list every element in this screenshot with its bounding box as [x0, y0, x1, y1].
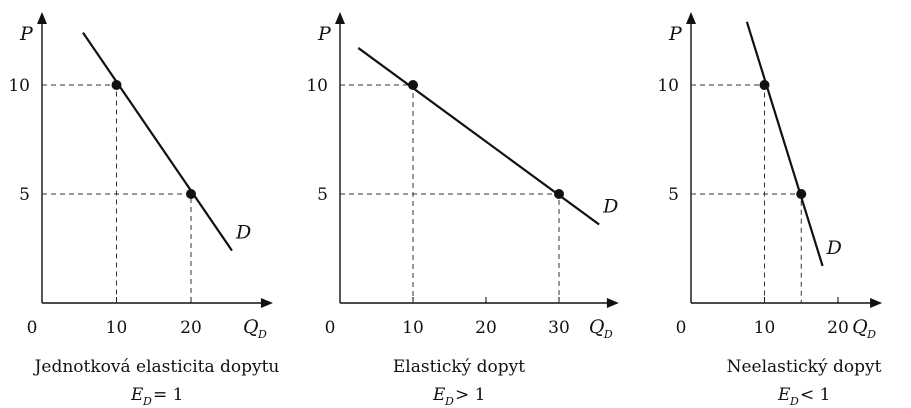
x-tick-label: 10 [106, 318, 128, 338]
x-axis-arrowhead [606, 298, 619, 308]
x-tick-label: 10 [402, 318, 424, 338]
elasticity-formula: E D = 1 [130, 385, 183, 408]
formula-symbol: E [777, 385, 791, 405]
x-axis-title-subscript: D [257, 328, 267, 341]
y-axis-arrowhead [37, 12, 47, 24]
formula-subscript: D [444, 395, 454, 408]
demand-curve [357, 47, 600, 226]
formula-relation: < 1 [800, 385, 830, 405]
y-tick-label: 5 [317, 185, 328, 205]
elasticity-formula: E D < 1 [777, 385, 830, 408]
data-point [554, 189, 564, 199]
y-axis-title: P [668, 23, 683, 45]
demand-curve [82, 32, 233, 252]
y-axis-title: P [317, 23, 332, 45]
panel-caption: Jednotková elasticita dopytu [33, 357, 280, 377]
y-tick-label: 5 [668, 185, 679, 205]
formula-subscript: D [789, 395, 799, 408]
demand-curve [745, 21, 824, 267]
x-tick-label: 20 [475, 318, 497, 338]
guide-line [691, 193, 802, 303]
data-point [796, 189, 807, 199]
demand-curve-label: D [602, 196, 618, 218]
elasticity-formula: E D > 1 [432, 385, 485, 408]
x-tick-label: 10 [754, 318, 776, 338]
y-axis-arrowhead [686, 12, 696, 24]
formula-subscript: D [142, 395, 152, 408]
y-tick-label: 10 [657, 76, 679, 96]
guide-line [340, 193, 560, 303]
x-tick-label: 20 [180, 318, 202, 338]
x-axis-title: Q [243, 316, 259, 338]
data-point [759, 80, 770, 90]
origin-label: 0 [676, 318, 687, 338]
panel-caption: Neelastický dopyt [727, 357, 882, 377]
x-tick-label: 30 [548, 318, 570, 338]
x-axis-title-subscript: D [603, 328, 613, 341]
data-point [186, 189, 196, 199]
data-point [408, 80, 418, 90]
x-tick-label: 20 [827, 318, 849, 338]
formula-symbol: E [432, 385, 446, 405]
x-axis-title: Q [589, 316, 605, 338]
y-axis-arrowhead [335, 12, 345, 24]
y-tick-label: 10 [8, 76, 30, 96]
x-axis-arrowhead [260, 298, 273, 308]
origin-label: 0 [325, 318, 336, 338]
x-axis-arrowhead [870, 298, 883, 308]
formula-relation: > 1 [455, 385, 485, 405]
x-axis-title-subscript: D [866, 328, 876, 341]
y-axis-title: P [19, 23, 34, 45]
demand-curve-label: D [235, 222, 251, 244]
demand-curve-label: D [826, 237, 842, 259]
formula-relation: = 1 [153, 385, 183, 405]
y-tick-label: 5 [19, 185, 30, 205]
data-point [111, 80, 122, 90]
y-tick-label: 10 [306, 76, 328, 96]
origin-label: 0 [27, 318, 38, 338]
panel-caption: Elastický dopyt [393, 357, 525, 377]
formula-symbol: E [130, 385, 144, 405]
x-axis-title: Q [852, 316, 868, 338]
